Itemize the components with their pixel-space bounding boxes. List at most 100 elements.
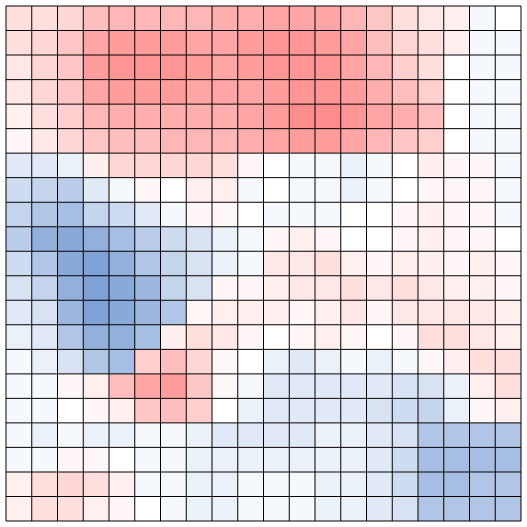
heatmap-cell-r0-c6 xyxy=(160,6,187,31)
heatmap-cell-r14-c6 xyxy=(160,349,187,375)
heatmap-cell-r18-c6 xyxy=(160,447,187,473)
heatmap-cell-r11-c1 xyxy=(31,275,58,301)
heatmap-cell-r0-c3 xyxy=(83,6,110,31)
heatmap-cell-r1-c13 xyxy=(340,30,367,56)
heatmap-cell-r15-c2 xyxy=(57,373,84,399)
heatmap-cell-r4-c12 xyxy=(315,104,341,129)
heatmap-cell-r9-c2 xyxy=(57,226,84,252)
heatmap-cell-r8-c11 xyxy=(289,202,316,227)
heatmap-cell-r17-c3 xyxy=(83,422,110,448)
heatmap-cell-r4-c2 xyxy=(57,104,84,129)
heatmap-cell-r7-c13 xyxy=(340,177,367,203)
heatmap-cell-r13-c12 xyxy=(315,324,341,350)
heatmap-cell-r0-c8 xyxy=(212,6,238,31)
heatmap-cell-r18-c13 xyxy=(340,447,367,473)
heatmap-cell-r13-c0 xyxy=(6,324,32,350)
heatmap-cell-r12-c12 xyxy=(315,300,341,326)
heatmap-cell-r10-c1 xyxy=(31,251,58,276)
heatmap-cell-r4-c9 xyxy=(237,104,264,129)
heatmap-cell-r7-c14 xyxy=(366,177,393,203)
heatmap-cell-r20-c18 xyxy=(469,496,496,522)
heatmap-cell-r12-c1 xyxy=(31,300,58,326)
heatmap-cell-r17-c14 xyxy=(366,422,393,448)
heatmap-cell-r9-c7 xyxy=(186,226,213,252)
heatmap-cell-r19-c1 xyxy=(31,471,58,497)
heatmap-cell-r4-c6 xyxy=(160,104,187,129)
heatmap-cell-r3-c4 xyxy=(109,79,135,105)
heatmap-cell-r3-c9 xyxy=(237,79,264,105)
heatmap-cell-r20-c11 xyxy=(289,496,316,522)
heatmap-cell-r12-c7 xyxy=(186,300,213,326)
heatmap-cell-r16-c8 xyxy=(212,398,238,424)
heatmap-cell-r4-c13 xyxy=(340,104,367,129)
heatmap-cell-r10-c4 xyxy=(109,251,135,276)
heatmap-cell-r4-c19 xyxy=(495,104,522,129)
heatmap-cell-r9-c15 xyxy=(392,226,419,252)
heatmap-cell-r20-c13 xyxy=(340,496,367,522)
heatmap-cell-r5-c12 xyxy=(315,128,341,154)
heatmap-gridlines xyxy=(5,5,522,522)
heatmap-cell-r7-c1 xyxy=(31,177,58,203)
heatmap-cell-r15-c15 xyxy=(392,373,419,399)
heatmap-cell-r3-c3 xyxy=(83,79,110,105)
heatmap-cell-r7-c16 xyxy=(418,177,444,203)
heatmap-cell-r4-c5 xyxy=(134,104,161,129)
heatmap-cell-r11-c19 xyxy=(495,275,522,301)
heatmap-cell-r6-c17 xyxy=(443,153,470,178)
heatmap-cell-r8-c7 xyxy=(186,202,213,227)
heatmap-cell-r2-c16 xyxy=(418,55,444,80)
heatmap-cell-r9-c4 xyxy=(109,226,135,252)
heatmap-cell-r19-c15 xyxy=(392,471,419,497)
heatmap-cell-r17-c2 xyxy=(57,422,84,448)
heatmap-cell-r19-c3 xyxy=(83,471,110,497)
heatmap-cell-r12-c13 xyxy=(340,300,367,326)
heatmap-cell-r13-c4 xyxy=(109,324,135,350)
heatmap-cell-r19-c7 xyxy=(186,471,213,497)
heatmap-cell-r9-c6 xyxy=(160,226,187,252)
heatmap-cell-r14-c2 xyxy=(57,349,84,375)
heatmap-cell-r12-c8 xyxy=(212,300,238,326)
heatmap-cell-r0-c16 xyxy=(418,6,444,31)
heatmap-cell-r15-c3 xyxy=(83,373,110,399)
heatmap-cell-r4-c10 xyxy=(263,104,290,129)
heatmap-cell-r12-c17 xyxy=(443,300,470,326)
heatmap-cell-r12-c9 xyxy=(237,300,264,326)
heatmap-cell-r6-c11 xyxy=(289,153,316,178)
heatmap-cell-r17-c11 xyxy=(289,422,316,448)
heatmap-cell-r11-c14 xyxy=(366,275,393,301)
heatmap-cell-r20-c5 xyxy=(134,496,161,522)
heatmap-cell-r16-c7 xyxy=(186,398,213,424)
heatmap-cell-r6-c4 xyxy=(109,153,135,178)
heatmap-cell-r17-c1 xyxy=(31,422,58,448)
heatmap-cell-r20-c8 xyxy=(212,496,238,522)
heatmap-cell-r16-c2 xyxy=(57,398,84,424)
heatmap-cell-r5-c5 xyxy=(134,128,161,154)
heatmap-cell-r15-c0 xyxy=(6,373,32,399)
heatmap-cell-r10-c11 xyxy=(289,251,316,276)
heatmap-cell-r13-c10 xyxy=(263,324,290,350)
heatmap-cell-r1-c9 xyxy=(237,30,264,56)
heatmap-cell-r15-c14 xyxy=(366,373,393,399)
heatmap-cell-r13-c5 xyxy=(134,324,161,350)
heatmap-cell-r0-c1 xyxy=(31,6,58,31)
heatmap-cell-r11-c5 xyxy=(134,275,161,301)
heatmap-cell-r8-c3 xyxy=(83,202,110,227)
heatmap-cell-r10-c19 xyxy=(495,251,522,276)
heatmap-cell-r5-c0 xyxy=(6,128,32,154)
heatmap-cell-r13-c18 xyxy=(469,324,496,350)
heatmap-cell-r5-c9 xyxy=(237,128,264,154)
heatmap-cell-r7-c19 xyxy=(495,177,522,203)
heatmap-cell-r3-c19 xyxy=(495,79,522,105)
heatmap-cell-r15-c8 xyxy=(212,373,238,399)
heatmap-cell-r6-c3 xyxy=(83,153,110,178)
heatmap-cell-r11-c11 xyxy=(289,275,316,301)
heatmap-cell-r10-c15 xyxy=(392,251,419,276)
heatmap-cell-r15-c4 xyxy=(109,373,135,399)
heatmap-cell-r6-c14 xyxy=(366,153,393,178)
heatmap-cell-r13-c2 xyxy=(57,324,84,350)
heatmap-cell-r15-c13 xyxy=(340,373,367,399)
heatmap-cell-r11-c6 xyxy=(160,275,187,301)
heatmap-cell-r11-c0 xyxy=(6,275,32,301)
heatmap-cell-r10-c13 xyxy=(340,251,367,276)
heatmap-cell-r3-c12 xyxy=(315,79,341,105)
